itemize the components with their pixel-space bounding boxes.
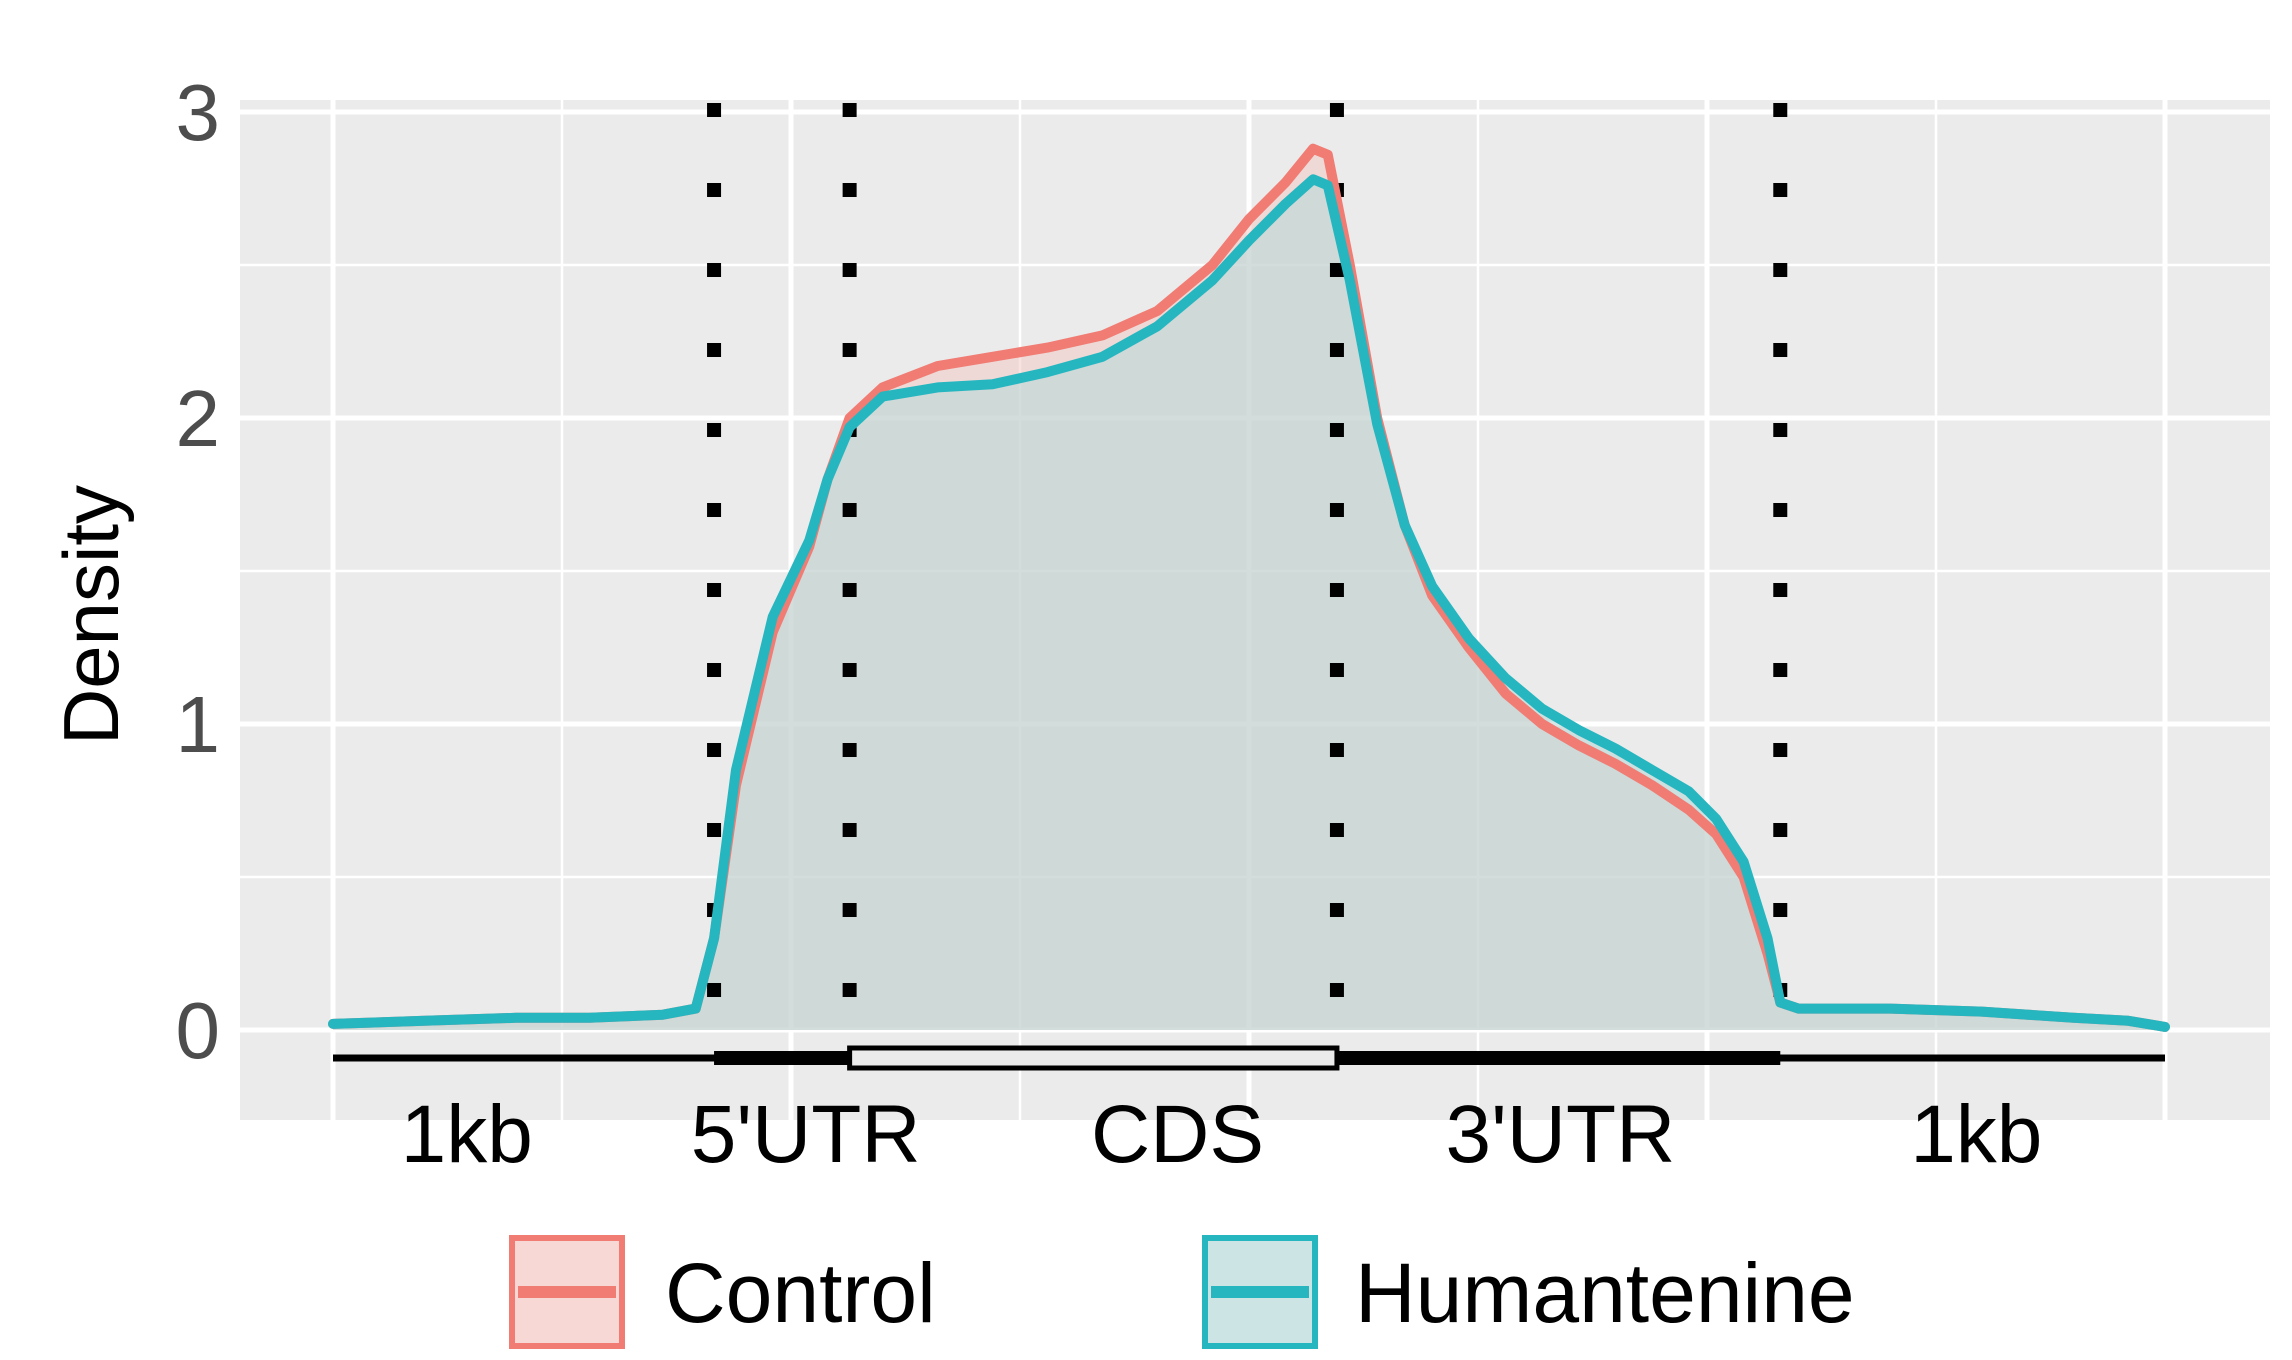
legend-key-humantenine [1202, 1235, 1318, 1349]
y-axis-title: Density [47, 485, 135, 745]
region-label: 3'UTR [1446, 1089, 1676, 1180]
line-humantenine [328, 174, 2170, 1032]
legend-key-control [509, 1235, 625, 1349]
region-label: CDS [1091, 1089, 1264, 1180]
area-humantenine [333, 179, 2165, 1031]
legend: Control Humantenine [509, 1235, 1855, 1349]
density-areas [333, 148, 2165, 1031]
legend-label: Control [665, 1246, 936, 1340]
y-tick-label: 2 [176, 374, 221, 463]
y-axis-ticks: 0 1 2 3 [176, 68, 221, 1075]
legend-label: Humantenine [1355, 1246, 1855, 1340]
gene-model-track [333, 1045, 2165, 1071]
region-label: 1kb [401, 1089, 533, 1180]
y-tick-label: 0 [176, 986, 221, 1075]
y-tick-label: 3 [176, 68, 221, 157]
region-labels: 1kb 5'UTR CDS 3'UTR 1kb [401, 1089, 2043, 1180]
density-lines [328, 143, 2170, 1032]
region-label: 1kb [1910, 1089, 2042, 1180]
cds-box [847, 1045, 1340, 1071]
y-tick-label: 1 [176, 680, 221, 769]
region-label: 5'UTR [691, 1089, 921, 1180]
